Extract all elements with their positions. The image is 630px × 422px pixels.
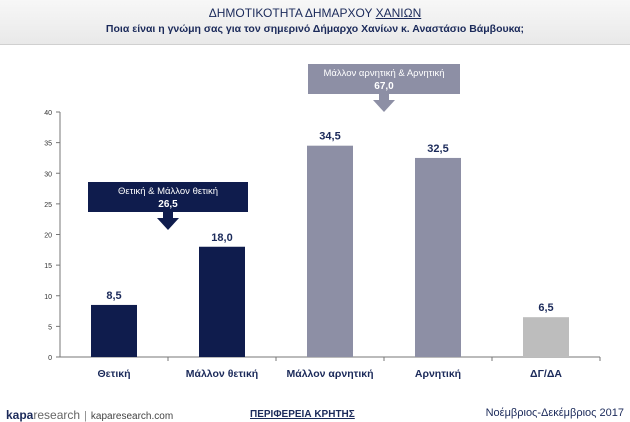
callout-label: Θετική & Μάλλον θετική: [118, 186, 218, 197]
data-label: 6,5: [538, 302, 553, 314]
callout-box: [308, 64, 460, 94]
x-tick-label: ΔΓ/ΔΑ: [530, 368, 562, 380]
footer: kaparesearch | kaparesearch.com ΠΕΡΙΦΕΡΕΙΑ…: [0, 406, 630, 422]
y-tick-label: 30: [44, 171, 52, 178]
data-label: 34,5: [319, 131, 340, 143]
callout-arrow-icon: [157, 212, 179, 230]
logo-research-text: research: [33, 408, 81, 422]
y-tick-label: 0: [48, 355, 52, 362]
footer-url: kaparesearch.com: [90, 411, 174, 422]
footer-date: Νοέμβριος-Δεκέμβριος 2017: [485, 407, 624, 419]
x-tick-label: Μάλλον αρνητική: [287, 368, 374, 380]
bar: [307, 145, 353, 357]
callout-arrow-icon: [373, 94, 395, 112]
callout-value: 26,5: [158, 199, 178, 210]
chart-subtitle: Ποια είναι η γνώμη σας για τον σημερινό …: [105, 23, 525, 35]
bar: [91, 304, 137, 357]
data-label: 8,5: [106, 290, 121, 302]
y-tick-label: 15: [44, 263, 52, 270]
bar: [199, 246, 245, 357]
data-label: 32,5: [427, 143, 448, 155]
x-tick-label: Θετική: [97, 368, 130, 380]
y-tick-label: 10: [44, 294, 52, 301]
callout-box: [88, 182, 248, 212]
y-tick-label: 5: [48, 324, 52, 331]
bar-chart: 0 5 10 15 20 25 30 35 40 8,5 Θετική 18,0 Μάλλον θετι…: [44, 64, 601, 380]
y-tick-label: 20: [44, 233, 52, 240]
kapa-research-logo: kaparesearch | kaparesearch.com: [6, 408, 173, 422]
bar: [523, 317, 569, 357]
footer-region: ΠΕΡΙΦΕΡΕΙΑ ΚΡΗΤΗΣ: [250, 409, 355, 420]
title-text: ΔΗΜΟΤΙΚΟΤΗΤΑ ΔΗΜΑΡΧΟΥ: [208, 6, 376, 20]
x-tick-label: Αρνητική: [415, 368, 461, 380]
bar: [415, 157, 461, 357]
chart-title: ΔΗΜΟΤΙΚΟΤΗΤΑ ΔΗΜΑΡΧΟΥ ΧΑΝΙΩΝ: [0, 6, 630, 20]
logo-kapa-text: kapa: [6, 408, 34, 422]
header: ΔΗΜΟΤΙΚΟΤΗΤΑ ΔΗΜΑΡΧΟΥ ΧΑΝΙΩΝ Ποια είναι …: [0, 0, 630, 45]
y-tick-label: 35: [44, 141, 52, 148]
y-tick-label: 40: [44, 110, 52, 117]
x-tick-label: Μάλλον θετική: [186, 368, 258, 380]
title-underlined-text: ΧΑΝΙΩΝ: [375, 6, 422, 20]
data-label: 18,0: [211, 232, 232, 244]
callout-label: Μάλλον αρνητική & Αρνητική: [323, 68, 444, 79]
y-tick-label: 25: [44, 202, 52, 209]
callout-value: 67,0: [374, 81, 394, 92]
logo-separator: |: [84, 410, 87, 422]
